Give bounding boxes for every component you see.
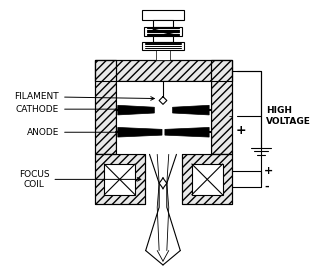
Text: -: -: [229, 111, 232, 121]
Text: HIGH
VOLTAGE: HIGH VOLTAGE: [266, 106, 311, 125]
Bar: [211, 60, 232, 154]
Bar: [182, 154, 232, 204]
Bar: [95, 60, 232, 81]
Text: CATHODE: CATHODE: [16, 105, 122, 114]
Text: FOCUS
COIL: FOCUS COIL: [19, 170, 141, 189]
Polygon shape: [172, 105, 209, 115]
Bar: [153, 36, 172, 42]
Bar: [142, 42, 184, 50]
Bar: [95, 60, 232, 81]
Bar: [192, 164, 223, 195]
Bar: [95, 60, 116, 154]
Text: ANODE: ANODE: [27, 128, 122, 137]
Bar: [156, 50, 170, 60]
Polygon shape: [118, 127, 162, 137]
Polygon shape: [165, 127, 209, 137]
Bar: [144, 27, 182, 36]
Bar: [182, 154, 232, 204]
Text: +: +: [236, 124, 247, 137]
Bar: [95, 154, 145, 204]
Bar: [95, 154, 145, 204]
Text: -: -: [264, 182, 268, 192]
Bar: [153, 20, 172, 27]
Bar: [104, 164, 135, 195]
Text: +: +: [264, 166, 273, 176]
Bar: [116, 81, 211, 154]
Text: FILAMENT: FILAMENT: [14, 92, 154, 101]
Bar: [211, 60, 232, 154]
Polygon shape: [118, 105, 154, 115]
Bar: [95, 60, 116, 154]
Bar: [142, 10, 184, 20]
